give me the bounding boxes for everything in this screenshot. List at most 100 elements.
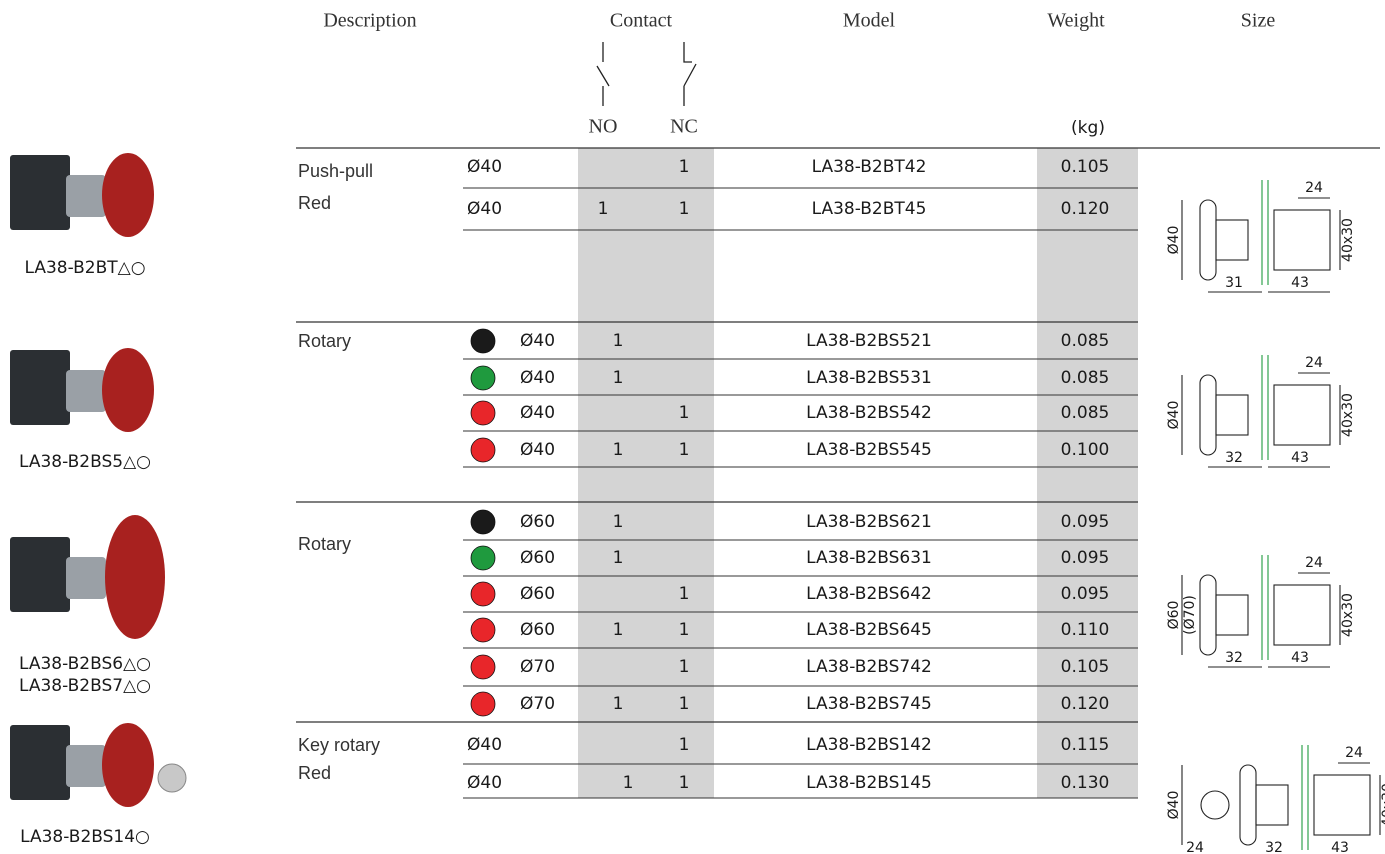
dim-body: 43 <box>1291 275 1309 291</box>
no-count: 1 <box>613 440 624 460</box>
weight: 0.105 <box>1061 157 1110 177</box>
contact-symbols <box>596 42 697 106</box>
header-size: Size <box>1241 10 1276 32</box>
dim-width: 24 <box>1305 355 1323 371</box>
model: LA38-B2BS531 <box>806 368 932 388</box>
photo-base <box>10 725 70 800</box>
color-dot <box>470 545 496 571</box>
nc-count: 1 <box>679 440 690 460</box>
weight: 0.130 <box>1061 773 1110 793</box>
dim-dia: Ø60 <box>1166 601 1182 630</box>
weight: 0.085 <box>1061 368 1110 388</box>
diameter: Ø40 <box>520 368 555 388</box>
weight: 0.115 <box>1061 735 1110 755</box>
color-dot <box>470 617 496 643</box>
color-dot <box>470 437 496 463</box>
description: Rotary <box>298 534 351 554</box>
drawing-body <box>1273 584 1331 646</box>
photo-head <box>102 723 154 807</box>
drawing-head <box>1239 764 1257 846</box>
drawing-head <box>1199 574 1217 656</box>
model: LA38-B2BS642 <box>806 584 932 604</box>
diameter: Ø60 <box>520 620 555 640</box>
no-count: 1 <box>623 773 634 793</box>
diameter: Ø40 <box>520 331 555 351</box>
weight-shade <box>1037 148 1138 322</box>
color-dot <box>470 400 496 426</box>
photo-head <box>102 348 154 432</box>
photo-head <box>105 515 165 639</box>
drawing-stem <box>1215 219 1249 261</box>
description: Rotary <box>298 331 351 351</box>
weight: 0.085 <box>1061 403 1110 423</box>
dim-box: 40x30 <box>1340 393 1356 437</box>
diameter: Ø60 <box>520 512 555 532</box>
nc-count: 1 <box>679 403 690 423</box>
dim-width: 24 <box>1305 180 1323 196</box>
image-label: LA38-B2BS7△○ <box>19 676 151 696</box>
model: LA38-B2BS742 <box>806 657 932 677</box>
dimension-lines <box>1181 572 1341 668</box>
weight: 0.105 <box>1061 657 1110 677</box>
model: LA38-B2BS645 <box>806 620 932 640</box>
nc-count: 1 <box>679 584 690 604</box>
no-count: 1 <box>613 620 624 640</box>
dimension-lines <box>1181 372 1341 468</box>
nc-count: 1 <box>679 157 690 177</box>
weight: 0.095 <box>1061 548 1110 568</box>
nc-count: 1 <box>679 694 690 714</box>
weight: 0.100 <box>1061 440 1110 460</box>
weight: 0.110 <box>1061 620 1110 640</box>
model: LA38-B2BS545 <box>806 440 932 460</box>
dim-box: 40x30 <box>1340 218 1356 262</box>
header-unit: (kg) <box>1071 118 1105 138</box>
model: LA38-B2BS631 <box>806 548 932 568</box>
photo-key <box>157 763 187 793</box>
model: LA38-B2BS621 <box>806 512 932 532</box>
no-count: 1 <box>613 548 624 568</box>
diameter: Ø70 <box>520 694 555 714</box>
header-description: Description <box>323 10 416 32</box>
description: Red <box>298 193 331 213</box>
weight: 0.095 <box>1061 584 1110 604</box>
drawing-head <box>1199 374 1217 456</box>
dim-body: 43 <box>1331 840 1349 854</box>
contact-shade <box>578 148 714 322</box>
header-model: Model <box>843 10 896 32</box>
nc-count: 1 <box>679 773 690 793</box>
photo-collar <box>66 557 106 599</box>
dim-dia: Ø40 <box>1166 401 1182 430</box>
diameter: Ø40 <box>520 403 555 423</box>
dim-body: 43 <box>1291 650 1309 666</box>
dim-box: 40x30 <box>1340 593 1356 637</box>
diameter: Ø40 <box>520 440 555 460</box>
weight: 0.095 <box>1061 512 1110 532</box>
color-dot <box>470 365 496 391</box>
size-drawing <box>1181 180 1341 293</box>
model: LA38-B2BS745 <box>806 694 932 714</box>
no-count: 1 <box>613 331 624 351</box>
dim-dia2: (Ø70) <box>1182 595 1198 635</box>
nc-count: 1 <box>679 199 690 219</box>
diameter: Ø60 <box>520 584 555 604</box>
photo-base <box>10 537 70 612</box>
color-dot <box>470 581 496 607</box>
backgrounds <box>10 148 1138 807</box>
weight-shade <box>1037 722 1138 798</box>
nc-count: 1 <box>679 620 690 640</box>
weight-shade <box>1037 322 1138 502</box>
photo-base <box>10 155 70 230</box>
no-count: 1 <box>613 694 624 714</box>
header-no: NO <box>589 116 618 138</box>
weight: 0.120 <box>1061 199 1110 219</box>
color-dot <box>470 654 496 680</box>
drawing-body <box>1313 774 1371 836</box>
header-weight: Weight <box>1047 10 1105 32</box>
model: LA38-B2BS521 <box>806 331 932 351</box>
dim-dia: Ø40 <box>1166 791 1182 820</box>
diameter: Ø40 <box>467 199 502 219</box>
no-count: 1 <box>613 512 624 532</box>
dim-width: 24 <box>1305 555 1323 571</box>
drawing-stem <box>1215 394 1249 436</box>
